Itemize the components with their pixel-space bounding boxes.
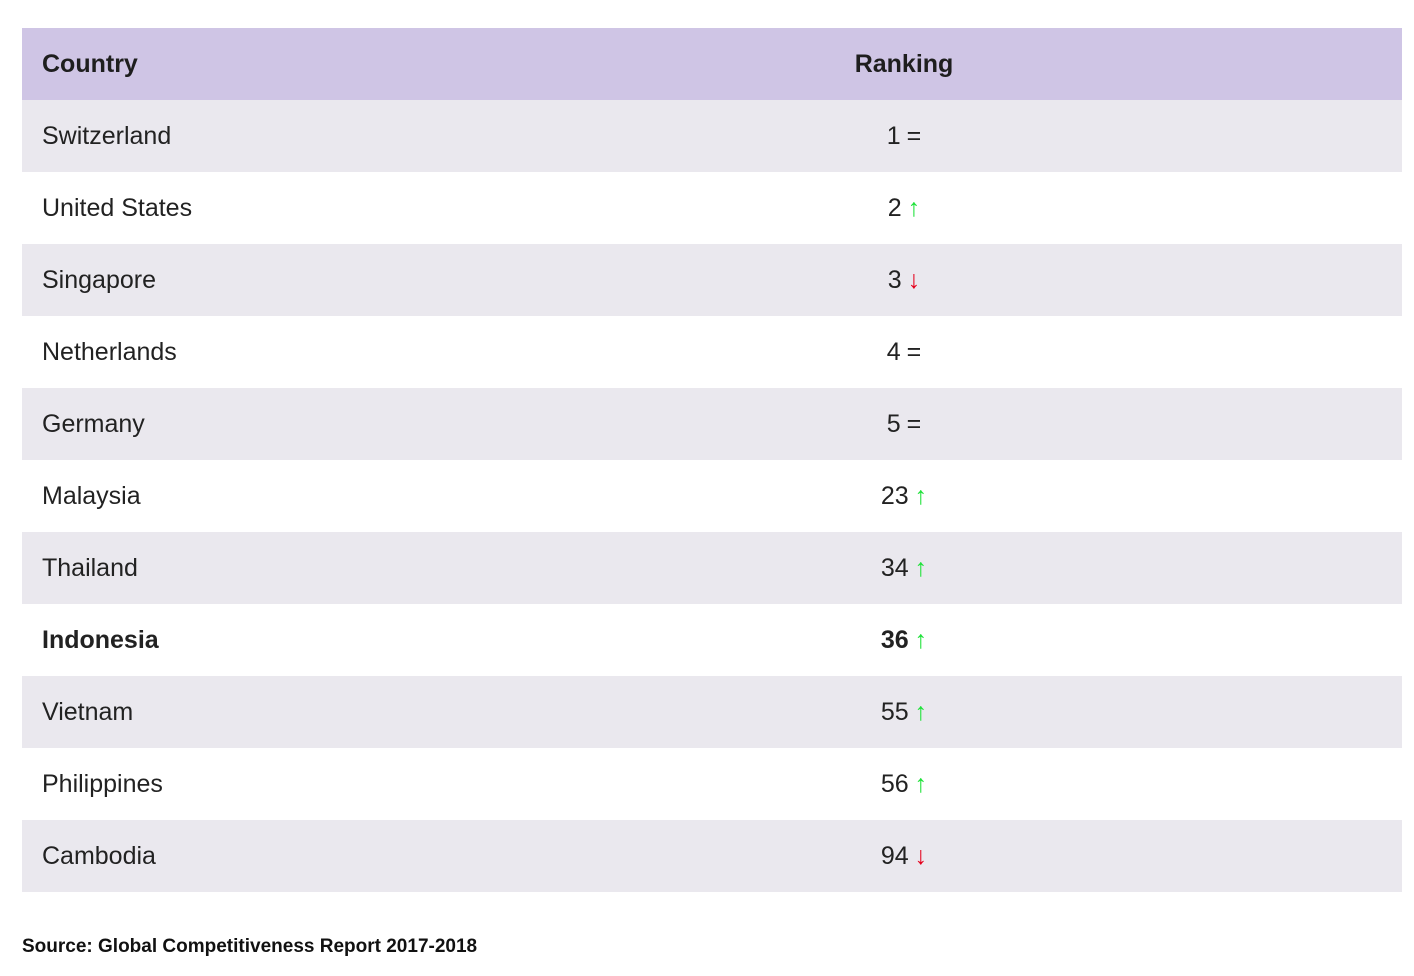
rank-value: 23: [880, 481, 909, 510]
country-cell: Cambodia: [42, 841, 156, 870]
arrow-up-icon: ↑: [907, 193, 921, 222]
table-row: Singapore 3 ↓: [22, 244, 1402, 316]
table-row: Thailand 34 ↑: [22, 532, 1402, 604]
source-note: Source: Global Competitiveness Report 20…: [22, 936, 478, 957]
arrow-up-icon: ↑: [914, 481, 928, 510]
country-cell: Indonesia: [42, 625, 159, 654]
arrow-up-icon: ↑: [914, 553, 928, 582]
arrow-up-icon: ↑: [914, 769, 928, 798]
rank-value: 5: [886, 409, 901, 438]
ranking-cell: 55 ↑: [562, 698, 1402, 727]
table-row: Malaysia 23 ↑: [22, 460, 1402, 532]
table-row: Germany 5 =: [22, 388, 1402, 460]
ranking-cell: 3 ↓: [562, 266, 1402, 295]
rank-value: 34: [880, 553, 909, 582]
table-body: Switzerland 1 = United States 2 ↑ Singapore 3 ↓ N…: [22, 100, 1402, 892]
ranking-table: Country Ranking Switzerland 1 = United Stat…: [22, 28, 1402, 892]
rank-value: 4: [886, 337, 901, 366]
ranking-cell: 23 ↑: [562, 482, 1402, 511]
country-cell: Philippines: [42, 769, 163, 798]
rank-value: 2: [887, 193, 902, 222]
table-row: Netherlands 4 =: [22, 316, 1402, 388]
country-cell: Vietnam: [42, 697, 134, 726]
ranking-cell: 34 ↑: [562, 554, 1402, 583]
equals-icon: =: [906, 409, 922, 438]
ranking-cell: 36 ↑: [562, 626, 1402, 655]
rank-value: 56: [880, 769, 909, 798]
country-cell: Malaysia: [42, 481, 141, 510]
equals-icon: =: [906, 337, 922, 366]
ranking-cell: 4 =: [562, 338, 1402, 367]
ranking-cell: 2 ↑: [562, 194, 1402, 223]
ranking-cell: 94 ↓: [562, 842, 1402, 871]
arrow-down-icon: ↓: [914, 841, 928, 870]
rank-value: 55: [880, 697, 909, 726]
country-cell: Singapore: [42, 265, 156, 294]
header-country: Country: [42, 49, 138, 78]
country-cell: Switzerland: [42, 121, 172, 150]
rank-value: 1: [886, 121, 901, 150]
rank-value: 3: [887, 265, 902, 294]
table-row: Cambodia 94 ↓: [22, 820, 1402, 892]
country-cell: United States: [42, 193, 193, 222]
ranking-cell: 56 ↑: [562, 770, 1402, 799]
country-cell: Thailand: [42, 553, 138, 582]
equals-icon: =: [906, 121, 922, 150]
table-header: Country Ranking: [22, 28, 1402, 100]
country-cell: Netherlands: [42, 337, 177, 366]
arrow-up-icon: ↑: [914, 697, 928, 726]
ranking-cell: 5 =: [562, 410, 1402, 439]
table-row: United States 2 ↑: [22, 172, 1402, 244]
country-cell: Germany: [42, 409, 145, 438]
rank-value: 94: [880, 841, 909, 870]
rank-value: 36: [880, 625, 909, 654]
ranking-cell: 1 =: [562, 122, 1402, 151]
table-row: Indonesia 36 ↑: [22, 604, 1402, 676]
table-row: Philippines 56 ↑: [22, 748, 1402, 820]
arrow-up-icon: ↑: [914, 625, 928, 654]
header-ranking: Ranking: [854, 49, 954, 78]
arrow-down-icon: ↓: [907, 265, 921, 294]
table-row: Vietnam 55 ↑: [22, 676, 1402, 748]
table-row: Switzerland 1 =: [22, 100, 1402, 172]
